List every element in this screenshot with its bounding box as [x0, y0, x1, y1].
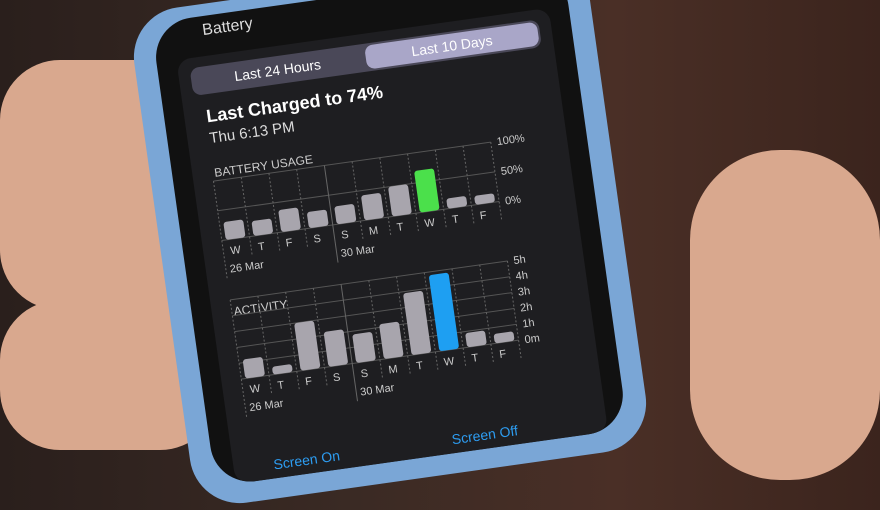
vertical-gridline: [379, 157, 392, 236]
bar-6: [403, 291, 432, 355]
x-tick-label: S: [360, 368, 369, 381]
bar-9: [493, 331, 515, 344]
y-tick-label: 3h: [517, 285, 531, 299]
x-tick-label: T: [257, 241, 266, 254]
date-label: 30 Mar: [340, 243, 376, 260]
vertical-gridline: [351, 161, 364, 239]
bar-6: [388, 184, 412, 217]
y-tick-label: 2h: [519, 301, 533, 315]
y-tick-label: 0%: [504, 194, 522, 208]
vertical-gridline: [368, 280, 383, 378]
vertical-gridline: [462, 145, 475, 224]
vertical-gridline: [312, 288, 328, 386]
vertical-gridline: [285, 292, 300, 390]
vertical-gridline: [490, 142, 503, 220]
right-hand: [690, 150, 880, 480]
vertical-gridline: [212, 181, 228, 279]
battery-usage-chart: 100% 50% 0% W T F S S M T W T F 26 Mar 30 Mar: [212, 132, 526, 279]
date-label: 26 Mar: [249, 398, 285, 415]
bar-9: [474, 193, 495, 205]
x-tick-label: W: [443, 355, 456, 368]
y-tick-label: 5h: [513, 253, 527, 267]
bar-7: [414, 168, 440, 213]
bar-3: [323, 329, 348, 367]
bar-2: [278, 207, 301, 232]
y-tick-label: 0m: [524, 332, 541, 346]
vertical-gridline: [257, 295, 273, 394]
x-tick-label: S: [313, 233, 322, 246]
x-tick-label: M: [368, 225, 379, 238]
tab-last-10-days[interactable]: Last 10 Days: [364, 21, 540, 70]
screen-on-legend: Screen On: [272, 447, 341, 473]
date-label: 26 Mar: [229, 259, 265, 276]
page-title: Battery: [201, 15, 254, 40]
x-tick-label: F: [499, 348, 508, 361]
x-tick-label: W: [249, 383, 262, 396]
screen-off-legend: Screen Off: [450, 422, 519, 448]
phone: Battery Last 24 Hours Last 10 Days Last …: [127, 0, 653, 510]
x-tick-label: F: [479, 209, 488, 222]
vertical-gridline: [451, 268, 467, 366]
vertical-gridline: [423, 272, 439, 370]
x-tick-label: T: [277, 379, 286, 392]
x-tick-label: T: [471, 352, 480, 365]
vertical-gridline: [396, 276, 411, 374]
phone-screen: Battery Last 24 Hours Last 10 Days Last …: [150, 0, 628, 487]
bar-3: [307, 209, 329, 228]
bar-5: [379, 321, 404, 359]
bar-0: [223, 219, 246, 240]
vertical-gridline: [407, 153, 419, 232]
vertical-gridline: [240, 177, 253, 255]
x-tick-label: T: [415, 360, 424, 373]
gridline: [213, 141, 491, 182]
x-tick-label: T: [396, 221, 405, 234]
x-tick-label: S: [341, 229, 350, 242]
bar-2: [294, 320, 321, 371]
y-tick-label: 4h: [515, 269, 529, 283]
bar-8: [446, 196, 468, 209]
x-tick-label: W: [230, 244, 243, 257]
x-tick-label: F: [285, 237, 294, 250]
x-tick-label: F: [305, 375, 314, 388]
vertical-gridline: [323, 165, 339, 263]
bar-4: [334, 204, 357, 224]
bar-8: [465, 330, 487, 348]
vertical-gridline: [296, 169, 309, 247]
bar-5: [361, 193, 384, 221]
vertical-gridline: [434, 149, 447, 228]
date-label: 30 Mar: [360, 382, 396, 399]
y-tick-label: 1h: [522, 317, 536, 331]
vertical-gridline: [268, 173, 281, 251]
x-tick-label: W: [424, 217, 437, 230]
x-tick-label: S: [332, 371, 341, 384]
y-tick-label: 50%: [500, 163, 524, 178]
bar-7: [429, 272, 459, 351]
bar-4: [352, 332, 376, 363]
x-tick-label: M: [388, 363, 399, 376]
battery-card: Last 24 Hours Last 10 Days Last Charged …: [176, 7, 609, 484]
bar-1: [272, 364, 293, 375]
y-tick-label: 100%: [496, 132, 526, 148]
vertical-gridline: [506, 260, 522, 359]
bar-0: [242, 357, 265, 379]
vertical-gridline: [229, 299, 248, 417]
vertical-gridline: [340, 284, 359, 402]
vertical-gridline: [479, 264, 494, 362]
x-tick-label: T: [451, 213, 460, 226]
bar-1: [251, 218, 273, 236]
